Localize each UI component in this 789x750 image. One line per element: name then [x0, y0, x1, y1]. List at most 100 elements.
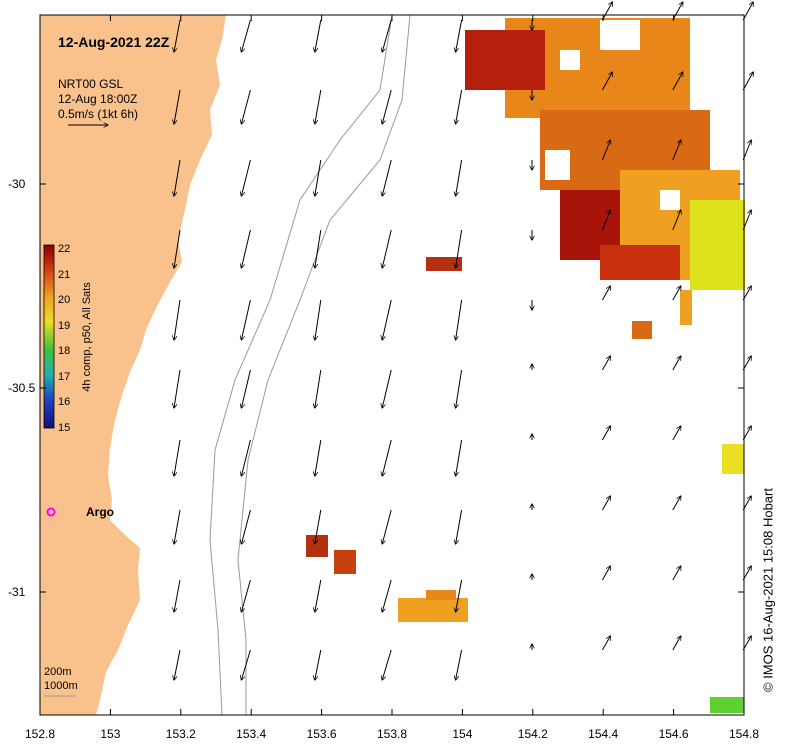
current-arrow — [174, 89, 181, 124]
current-arrow — [601, 210, 610, 231]
current-arrow — [601, 426, 610, 441]
current-arrow — [601, 140, 610, 161]
current-arrow — [672, 2, 683, 21]
current-arrow — [456, 299, 463, 340]
current-arrow — [672, 426, 681, 441]
current-arrow — [315, 649, 322, 680]
x-tick-label: 153.6 — [306, 727, 337, 741]
colorbar-tick-label: 17 — [58, 370, 71, 383]
current-arrow — [456, 649, 463, 680]
sst-block — [426, 590, 456, 600]
sst-block — [426, 257, 462, 271]
sst-block — [690, 200, 745, 290]
current-arrow — [315, 579, 322, 612]
current-arrow — [241, 159, 251, 196]
current-arrow — [672, 286, 681, 301]
current-arrows — [174, 2, 753, 680]
current-arrow — [241, 369, 251, 408]
current-arrow — [315, 19, 322, 52]
arrow-scale-label: 0.5m/s (1kt 6h) — [58, 107, 139, 121]
current-arrow — [742, 72, 753, 91]
current-arrow — [174, 369, 181, 408]
current-arrow — [742, 356, 751, 371]
x-tick-label: 153.2 — [165, 727, 196, 741]
current-arrow — [742, 140, 751, 161]
argo-label: Argo — [86, 505, 114, 519]
current-arrow — [174, 299, 181, 340]
current-arrow — [382, 159, 392, 196]
sst-block — [632, 321, 652, 339]
current-arrow — [672, 140, 681, 161]
current-arrow — [601, 566, 610, 581]
current-arrow — [672, 496, 681, 511]
current-arrow — [601, 2, 612, 21]
current-arrow — [241, 19, 251, 52]
current-arrow — [456, 89, 463, 124]
current-arrow — [456, 439, 463, 476]
colorbar-tick-label: 20 — [58, 294, 71, 306]
current-arrow — [601, 636, 610, 651]
x-tick-label: 154.8 — [728, 727, 760, 741]
current-arrow — [456, 579, 463, 612]
y-tick-label: -31 — [8, 585, 26, 599]
coastline-land — [40, 15, 226, 715]
current-arrow — [672, 210, 681, 231]
contour-label-200m: 200m — [44, 666, 72, 678]
credit-text: © IMOS 16-Aug-2021 15:08 Hobart — [760, 488, 776, 692]
current-arrow — [456, 159, 463, 196]
sst-block — [334, 550, 356, 574]
current-arrow — [241, 89, 251, 124]
current-arrow — [742, 286, 751, 301]
current-arrow — [456, 19, 463, 52]
current-arrow — [315, 299, 322, 340]
current-arrow — [456, 229, 463, 268]
colorbar-tick-label: 19 — [58, 319, 71, 332]
current-arrow — [382, 649, 392, 680]
current-arrow — [241, 579, 251, 612]
current-arrow — [315, 229, 322, 268]
x-tick-label: 153 — [100, 727, 121, 741]
current-arrow — [672, 72, 683, 91]
colorbar-tick-label: 16 — [58, 396, 71, 408]
y-tick-label: -30 — [8, 177, 26, 191]
current-arrow — [241, 229, 251, 268]
current-time: 12-Aug 18:00Z — [58, 92, 138, 106]
sst-block — [600, 245, 680, 280]
colorbar-tick-label: 18 — [58, 345, 71, 357]
current-arrow — [174, 19, 181, 52]
current-arrow — [315, 159, 322, 196]
current-arrow — [742, 636, 751, 651]
argo-marker — [46, 507, 56, 517]
current-arrow — [382, 19, 392, 52]
current-arrow — [742, 2, 753, 21]
current-arrow — [241, 649, 251, 680]
colorbar-title: 4h comp, p50, All Sats — [81, 282, 93, 392]
current-arrow — [174, 229, 181, 268]
current-arrow — [672, 356, 681, 371]
current-arrow — [174, 439, 181, 476]
current-arrow — [456, 369, 463, 408]
x-tick-label: 154 — [452, 727, 473, 741]
colorbar-tick-label: 21 — [58, 268, 71, 281]
colorbar-tick-label: 22 — [58, 243, 71, 255]
current-arrow — [601, 356, 610, 371]
contour-200m — [237, 14, 411, 715]
current-arrow — [241, 509, 251, 544]
x-tick-label: 154.2 — [517, 727, 548, 741]
current-product: NRT00 GSL — [58, 77, 124, 91]
current-arrow — [456, 509, 463, 544]
x-tick-label: 152.8 — [24, 727, 56, 741]
x-tick-label: 154.6 — [658, 727, 689, 741]
map-title: 12-Aug-2021 22Z — [58, 34, 170, 50]
current-arrow — [315, 89, 322, 124]
current-arrow — [174, 159, 181, 196]
current-arrow — [382, 439, 392, 476]
current-arrow — [382, 229, 392, 268]
current-arrow — [672, 636, 681, 651]
current-arrow — [382, 89, 392, 124]
current-arrow — [742, 496, 751, 511]
current-arrow — [315, 509, 322, 544]
sst-block — [680, 290, 692, 325]
current-arrow — [174, 509, 181, 544]
current-arrow — [742, 426, 751, 441]
